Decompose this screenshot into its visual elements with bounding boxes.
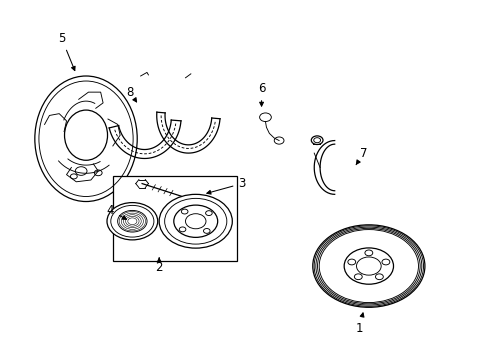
Ellipse shape bbox=[35, 76, 137, 202]
Text: 3: 3 bbox=[206, 177, 245, 194]
Circle shape bbox=[312, 225, 424, 307]
Circle shape bbox=[107, 203, 158, 240]
Bar bbox=[113, 176, 237, 261]
Text: 8: 8 bbox=[126, 86, 136, 102]
Text: 1: 1 bbox=[355, 313, 363, 335]
Text: 2: 2 bbox=[155, 258, 163, 274]
Text: 6: 6 bbox=[257, 82, 265, 106]
Text: 4: 4 bbox=[106, 204, 126, 219]
Text: 7: 7 bbox=[355, 147, 367, 165]
Text: 5: 5 bbox=[58, 32, 75, 71]
Circle shape bbox=[311, 136, 323, 144]
Circle shape bbox=[159, 194, 232, 248]
